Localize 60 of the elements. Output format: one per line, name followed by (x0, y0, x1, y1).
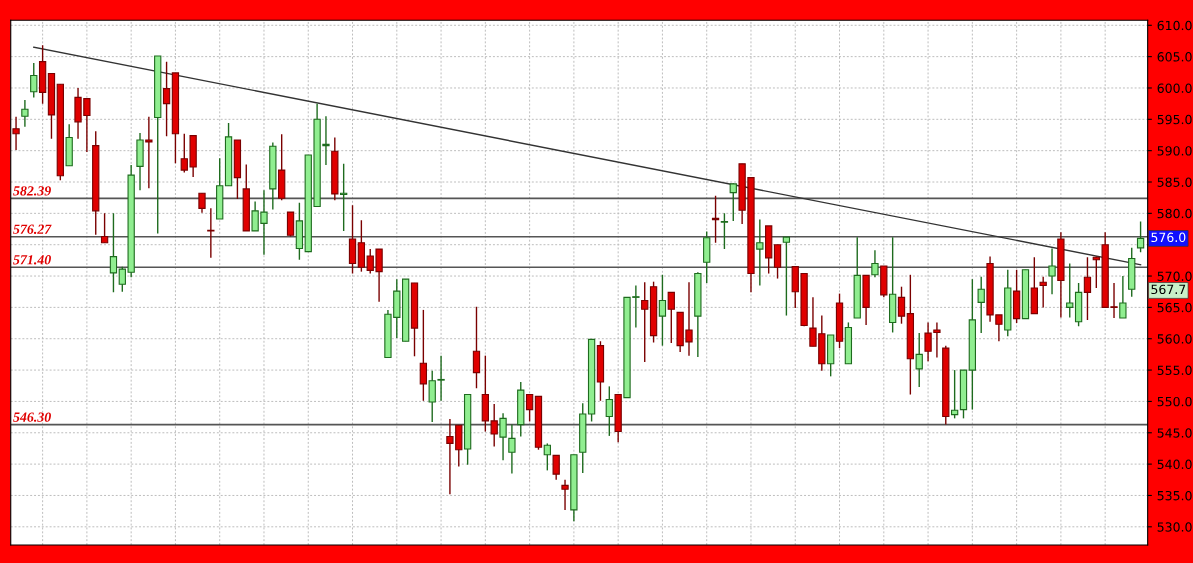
candlestick (1066, 262, 1074, 319)
candlestick (1136, 220, 1145, 253)
candlestick (100, 212, 109, 244)
candlestick (145, 116, 153, 189)
candlestick (897, 286, 906, 325)
candlestick (21, 99, 29, 128)
y-tick-label: 530.0 (1157, 522, 1192, 532)
candlestick (525, 393, 534, 423)
ref-line-label: 571.40 (13, 255, 51, 265)
y-tick-label: 610.0 (1157, 20, 1192, 31)
y-tick-label: 570.0 (1157, 271, 1192, 281)
candlestick (782, 236, 791, 317)
candlestick (1119, 275, 1127, 319)
candlestick (419, 309, 428, 402)
candlestick (641, 281, 649, 363)
y-tick-label: 580.0 (1157, 208, 1192, 219)
candlestick (552, 454, 560, 481)
y-tick-label: 600.0 (1157, 83, 1192, 93)
candlestick (286, 211, 295, 238)
candlestick (667, 291, 675, 344)
candlestick (977, 275, 985, 334)
ref-line-label: 576.27 (13, 224, 52, 234)
annotation: 567.7 (1151, 284, 1186, 295)
candlestick (207, 207, 215, 259)
y-tick-label: 590.0 (1157, 146, 1192, 156)
y-tick-label: 595.0 (1157, 114, 1192, 125)
y-tick-label: 545.0 (1157, 428, 1192, 438)
candlestick (658, 274, 667, 347)
candlestick (162, 60, 171, 137)
y-tick-label: 535.0 (1157, 490, 1192, 501)
y-tick-label: 550.0 (1157, 396, 1192, 407)
candlestick (12, 116, 20, 151)
candlestick (198, 192, 206, 214)
candlestick (871, 249, 879, 278)
candlestick (499, 412, 507, 462)
candlestick (773, 244, 782, 280)
candlestick (561, 479, 569, 511)
candlestick (950, 369, 959, 420)
candlestick (109, 212, 118, 294)
candlestick (472, 306, 481, 389)
y-tick-label: 605.0 (1157, 52, 1192, 62)
candlestick (508, 423, 516, 475)
candlestick (30, 62, 38, 99)
candlestick (720, 212, 729, 250)
ref-line-label: 582.39 (13, 186, 51, 196)
candlestick (605, 385, 613, 437)
candlestick (1048, 247, 1056, 295)
y-tick-label: 565.0 (1157, 302, 1192, 313)
candlestick (729, 182, 737, 222)
y-tick-label: 540.0 (1157, 459, 1192, 470)
annotation: 576.0 (1151, 232, 1186, 243)
ref-line-label: 546.30 (13, 412, 51, 422)
candlestick (756, 218, 764, 287)
candlestick (543, 442, 551, 472)
candlestick (915, 332, 923, 388)
y-tick-label: 585.0 (1157, 177, 1192, 187)
candlestick (1039, 275, 1047, 309)
y-tick-label: 555.0 (1157, 365, 1192, 376)
y-tick-label: 560.0 (1157, 334, 1192, 344)
candlestick (1083, 256, 1092, 321)
